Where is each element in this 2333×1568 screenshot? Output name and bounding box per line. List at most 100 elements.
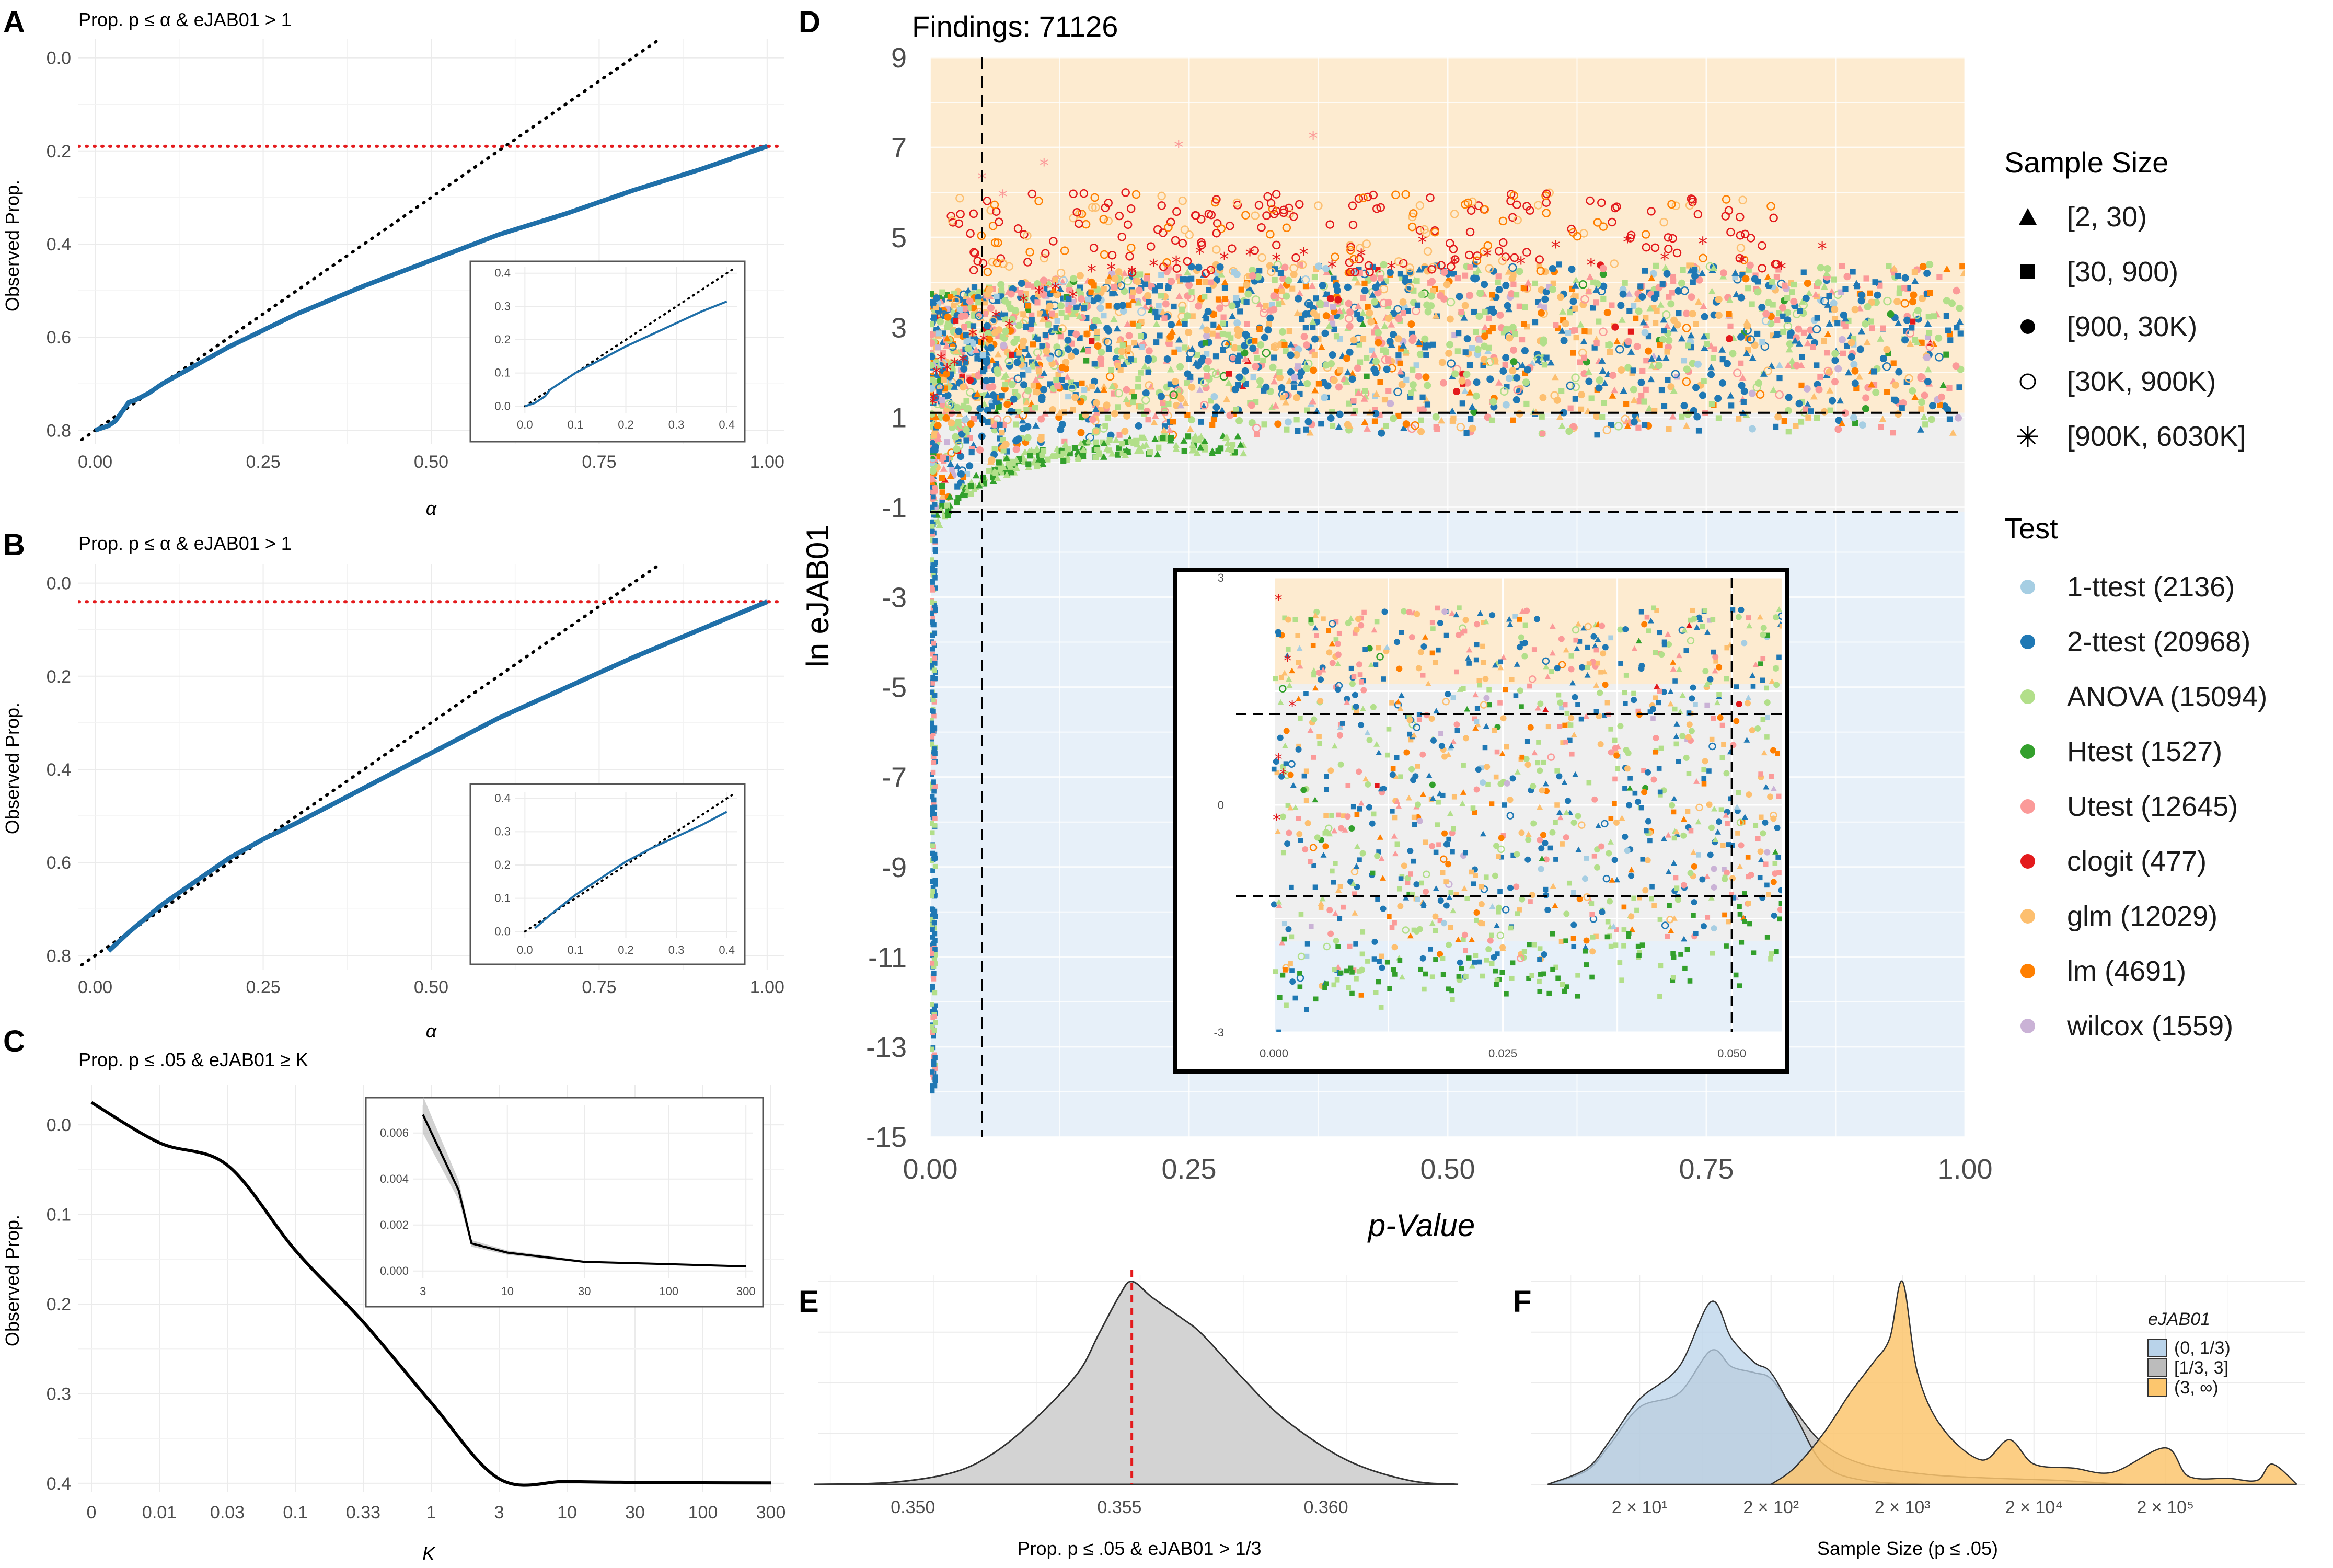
data-point-triangle xyxy=(1180,437,1188,444)
data-point-circle xyxy=(1743,322,1751,330)
data-point-open-circle xyxy=(1900,299,1909,308)
data-point-triangle xyxy=(1343,699,1350,705)
data-point-circle xyxy=(1185,281,1193,289)
data-point-square xyxy=(1229,442,1236,448)
data-point-triangle xyxy=(1743,736,1750,743)
data-point-circle xyxy=(1451,370,1459,378)
data-point-square xyxy=(932,908,938,914)
data-point-circle xyxy=(1401,862,1407,869)
data-point-square xyxy=(932,1014,938,1019)
data-point-open-circle xyxy=(1018,411,1027,420)
data-point-circle xyxy=(1857,297,1865,305)
data-point-square xyxy=(940,330,946,337)
data-point-square xyxy=(1711,346,1717,352)
data-point-circle xyxy=(1590,633,1597,640)
data-point-circle xyxy=(1443,841,1450,848)
data-point-triangle xyxy=(1723,812,1729,818)
data-point-square xyxy=(1318,302,1324,308)
data-point-asterisk: * xyxy=(1327,257,1337,278)
data-point-square xyxy=(1760,656,1766,662)
data-point-square xyxy=(942,394,948,400)
data-point-open-circle xyxy=(1200,378,1209,387)
data-point-square xyxy=(1182,321,1188,327)
data-point-square xyxy=(1666,294,1672,300)
data-point-square xyxy=(1095,450,1102,456)
data-point-square xyxy=(936,389,942,395)
data-point-open-circle xyxy=(1091,203,1100,212)
data-point-square xyxy=(1079,380,1085,386)
data-point-square xyxy=(1510,417,1516,423)
data-point-square xyxy=(1016,350,1022,356)
data-point-square xyxy=(1021,459,1027,465)
data-point-square xyxy=(930,830,935,836)
data-point-circle xyxy=(1850,361,1858,368)
data-point-open-circle xyxy=(1251,211,1260,220)
data-point-square xyxy=(930,984,935,990)
data-point-square xyxy=(1357,672,1363,677)
data-point-open-circle xyxy=(1746,234,1755,243)
data-point-square xyxy=(1747,921,1752,927)
data-point-circle xyxy=(1624,364,1632,372)
data-point-triangle xyxy=(1221,279,1229,285)
data-point-square xyxy=(930,917,935,922)
data-point-circle xyxy=(1606,341,1613,349)
data-point-circle xyxy=(1310,366,1318,374)
data-point-square xyxy=(1413,362,1419,368)
data-point-square xyxy=(1042,286,1048,292)
data-point-open-circle xyxy=(975,312,984,320)
inset-y-tick: 0 xyxy=(1218,799,1224,812)
data-point-square xyxy=(1337,884,1343,889)
data-point-open-circle xyxy=(1217,224,1226,233)
data-point-square xyxy=(1344,968,1349,974)
data-point-square xyxy=(1706,768,1712,774)
data-point-circle xyxy=(1831,350,1839,358)
data-point-square xyxy=(1237,352,1243,359)
data-point-circle xyxy=(1119,307,1127,315)
data-point-circle xyxy=(1195,302,1203,310)
data-point-square xyxy=(1446,836,1451,842)
data-point-circle xyxy=(963,405,971,413)
data-point-square xyxy=(1494,982,1499,987)
data-point-open-circle xyxy=(1191,211,1200,220)
data-point-triangle xyxy=(1460,789,1466,795)
data-point-square xyxy=(1425,342,1431,349)
data-point-open-circle xyxy=(1208,368,1217,377)
data-point-square xyxy=(967,491,974,497)
data-point-square xyxy=(999,429,1005,436)
data-point-triangle xyxy=(1559,308,1567,315)
data-point-circle xyxy=(1066,286,1073,294)
data-point-circle xyxy=(1523,607,1530,614)
panel-a: A Prop. p ≤ α & eJAB01 > 1 0.00 0.25 0.5… xyxy=(2,5,784,519)
data-point-circle xyxy=(1423,888,1429,895)
y-tick: -15 xyxy=(866,1122,907,1153)
data-point-triangle xyxy=(1752,661,1759,667)
data-point-square xyxy=(1910,318,1916,325)
data-point-square xyxy=(1341,813,1346,818)
data-point-triangle xyxy=(1610,923,1617,929)
data-point-circle xyxy=(1420,643,1427,650)
data-point-circle xyxy=(957,470,965,478)
data-point-open-circle xyxy=(1666,915,1674,924)
data-point-circle xyxy=(1300,787,1307,793)
data-point-square xyxy=(1850,336,1857,342)
data-point-circle xyxy=(1569,297,1577,305)
data-point-circle xyxy=(1094,342,1102,350)
data-point-square xyxy=(1706,617,1712,623)
data-point-square xyxy=(1356,267,1362,273)
data-point-triangle xyxy=(1911,277,1919,284)
data-point-circle xyxy=(1544,907,1551,914)
data-point-square xyxy=(967,435,973,441)
data-point-open-circle xyxy=(1405,263,1414,272)
data-point-square xyxy=(1078,292,1084,298)
data-point-square xyxy=(1453,892,1459,897)
data-point-square xyxy=(1709,736,1715,742)
data-point-circle xyxy=(966,462,974,470)
data-point-square xyxy=(1474,642,1480,648)
data-point-square xyxy=(1381,396,1388,403)
data-point-triangle xyxy=(1795,340,1803,347)
data-point-square xyxy=(1805,414,1811,421)
data-point-square xyxy=(1667,903,1672,908)
data-point-circle xyxy=(1504,302,1511,309)
data-point-square xyxy=(956,307,963,313)
data-point-square xyxy=(1766,892,1771,897)
